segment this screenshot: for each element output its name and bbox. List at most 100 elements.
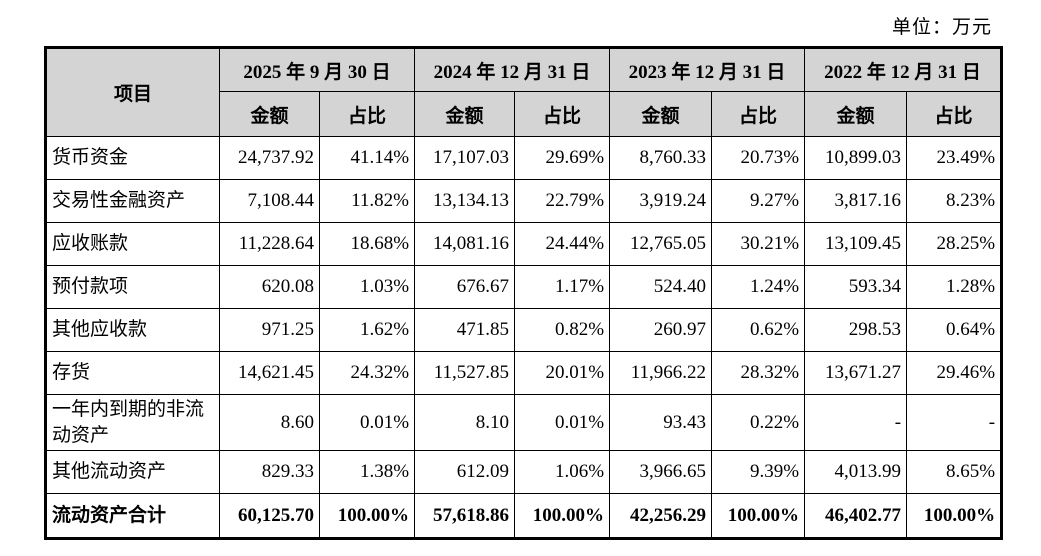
header-subhead-row: 金额 占比 金额 占比 金额 占比 金额 占比 xyxy=(46,91,1003,137)
ratio-cell: 28.25% xyxy=(906,222,1003,266)
period-header-2024-12-31: 2024 年 12 月 31 日 xyxy=(414,47,611,92)
amount-cell: 93.43 xyxy=(609,393,713,452)
table-row: 其他流动资产 829.33 1.38% 612.09 1.06% 3,966.65 9.39… xyxy=(45,450,1003,495)
table-row: 交易性金融资产 7,108.44 11.82% 13,134.13 22.79% 3,91… xyxy=(45,179,1003,223)
row-item-label: 其他应收款 xyxy=(45,308,220,352)
ratio-cell: 0.22% xyxy=(711,393,806,452)
ratio-cell: 1.17% xyxy=(514,265,611,309)
ratio-cell: 9.39% xyxy=(711,450,806,495)
ratio-cell: 0.01% xyxy=(318,393,416,452)
amount-cell: 11,228.64 xyxy=(219,222,320,266)
ratio-cell: 29.46% xyxy=(906,351,1003,395)
amount-cell: 676.67 xyxy=(414,265,516,309)
amount-cell: 8,760.33 xyxy=(609,136,713,180)
table-row: 流动资产合计 60,125.70 100.00% 57,618.86 100.00% 42… xyxy=(45,493,1003,540)
row-item-label: 流动资产合计 xyxy=(45,493,220,540)
amount-cell: 298.53 xyxy=(804,308,908,352)
ratio-header: 占比 xyxy=(514,91,611,137)
ratio-cell: 29.69% xyxy=(514,136,611,180)
ratio-cell: 100.00% xyxy=(514,493,611,540)
amount-cell: 7,108.44 xyxy=(219,179,320,223)
row-item-label: 存货 xyxy=(45,351,220,395)
amount-cell: 12,765.05 xyxy=(609,222,713,266)
row-item-label: 应收账款 xyxy=(45,222,220,266)
header-period-row: 项目 2025 年 9 月 30 日 2024 年 12 月 31 日 2023… xyxy=(45,47,1003,137)
amount-cell: 524.40 xyxy=(609,265,713,309)
ratio-header: 占比 xyxy=(318,91,416,137)
amount-header: 金额 xyxy=(804,91,908,137)
ratio-cell: 1.24% xyxy=(711,265,806,309)
amount-cell: 829.33 xyxy=(219,450,320,495)
amount-cell: 3,817.16 xyxy=(804,179,908,223)
amount-cell: 971.25 xyxy=(219,308,320,352)
amount-header: 金额 xyxy=(609,91,713,137)
ratio-cell: 1.38% xyxy=(318,450,416,495)
period-header-2023-12-31: 2023 年 12 月 31 日 xyxy=(609,47,806,92)
table-row: 应收账款 11,228.64 18.68% 14,081.16 24.44% 12,765… xyxy=(45,222,1003,266)
ratio-header: 占比 xyxy=(711,91,806,137)
ratio-cell: 11.82% xyxy=(318,179,416,223)
table-row: 一年内到期的非流动资产 8.60 0.01% 8.10 0.01% 93.43 0.22% -… xyxy=(45,393,1003,452)
ratio-cell: 8.65% xyxy=(906,450,1003,495)
ratio-cell: 100.00% xyxy=(906,493,1003,540)
ratio-header: 占比 xyxy=(906,91,1003,137)
amount-cell: 471.85 xyxy=(414,308,516,352)
amount-cell: 8.60 xyxy=(219,393,320,452)
table-row: 存货 14,621.45 24.32% 11,527.85 20.01% 11,966.2… xyxy=(45,351,1003,395)
amount-cell: - xyxy=(804,393,908,452)
amount-cell: 60,125.70 xyxy=(219,493,320,540)
amount-cell: 13,109.45 xyxy=(804,222,908,266)
ratio-cell: 0.82% xyxy=(514,308,611,352)
ratio-cell: 1.28% xyxy=(906,265,1003,309)
ratio-cell: 28.32% xyxy=(711,351,806,395)
ratio-cell: 100.00% xyxy=(318,493,416,540)
table-row: 其他应收款 971.25 1.62% 471.85 0.82% 260.97 0.62% 29… xyxy=(45,308,1003,352)
table-header: 项目 2025 年 9 月 30 日 2024 年 12 月 31 日 2023… xyxy=(45,47,1003,137)
ratio-cell: 1.62% xyxy=(318,308,416,352)
row-item-label: 一年内到期的非流动资产 xyxy=(45,393,220,452)
ratio-cell: 20.73% xyxy=(711,136,806,180)
row-item-label: 预付款项 xyxy=(45,265,220,309)
amount-cell: 11,527.85 xyxy=(414,351,516,395)
amount-cell: 13,134.13 xyxy=(414,179,516,223)
current-assets-table: 项目 2025 年 9 月 30 日 2024 年 12 月 31 日 2023… xyxy=(44,46,1004,541)
ratio-cell: 24.44% xyxy=(514,222,611,266)
amount-header: 金额 xyxy=(219,91,320,137)
ratio-cell: 23.49% xyxy=(906,136,1003,180)
ratio-cell: 1.03% xyxy=(318,265,416,309)
amount-cell: 24,737.92 xyxy=(219,136,320,180)
ratio-cell: 30.21% xyxy=(711,222,806,266)
amount-cell: 13,671.27 xyxy=(804,351,908,395)
amount-cell: 57,618.86 xyxy=(414,493,516,540)
ratio-cell: 100.00% xyxy=(711,493,806,540)
amount-cell: 14,621.45 xyxy=(219,351,320,395)
unit-label: 单位：万元 xyxy=(891,17,992,38)
ratio-cell: 8.23% xyxy=(906,179,1003,223)
ratio-cell: 9.27% xyxy=(711,179,806,223)
ratio-cell: 22.79% xyxy=(514,179,611,223)
amount-cell: 10,899.03 xyxy=(804,136,908,180)
amount-header: 金额 xyxy=(414,91,516,137)
amount-cell: 46,402.77 xyxy=(804,493,908,540)
amount-cell: 42,256.29 xyxy=(609,493,713,540)
ratio-cell: 41.14% xyxy=(318,136,416,180)
ratio-cell: 0.64% xyxy=(906,308,1003,352)
ratio-cell: 18.68% xyxy=(318,222,416,266)
amount-cell: 3,966.65 xyxy=(609,450,713,495)
item-column-header: 项目 xyxy=(45,47,220,137)
ratio-cell: 20.01% xyxy=(514,351,611,395)
period-header-2025-09-30: 2025 年 9 月 30 日 xyxy=(218,47,416,92)
ratio-cell: - xyxy=(906,393,1003,452)
row-item-label: 交易性金融资产 xyxy=(45,179,220,223)
amount-cell: 260.97 xyxy=(609,308,713,352)
amount-cell: 8.10 xyxy=(414,393,516,452)
amount-cell: 593.34 xyxy=(804,265,908,309)
ratio-cell: 1.06% xyxy=(514,450,611,495)
ratio-cell: 0.62% xyxy=(711,308,806,352)
row-item-label: 货币资金 xyxy=(45,136,220,180)
table-body: 货币资金 24,737.92 41.14% 17,107.03 29.69% 8,760.… xyxy=(45,136,1003,540)
amount-cell: 14,081.16 xyxy=(414,222,516,266)
table-row: 货币资金 24,737.92 41.14% 17,107.03 29.69% 8,760.… xyxy=(45,136,1003,180)
amount-cell: 612.09 xyxy=(414,450,516,495)
